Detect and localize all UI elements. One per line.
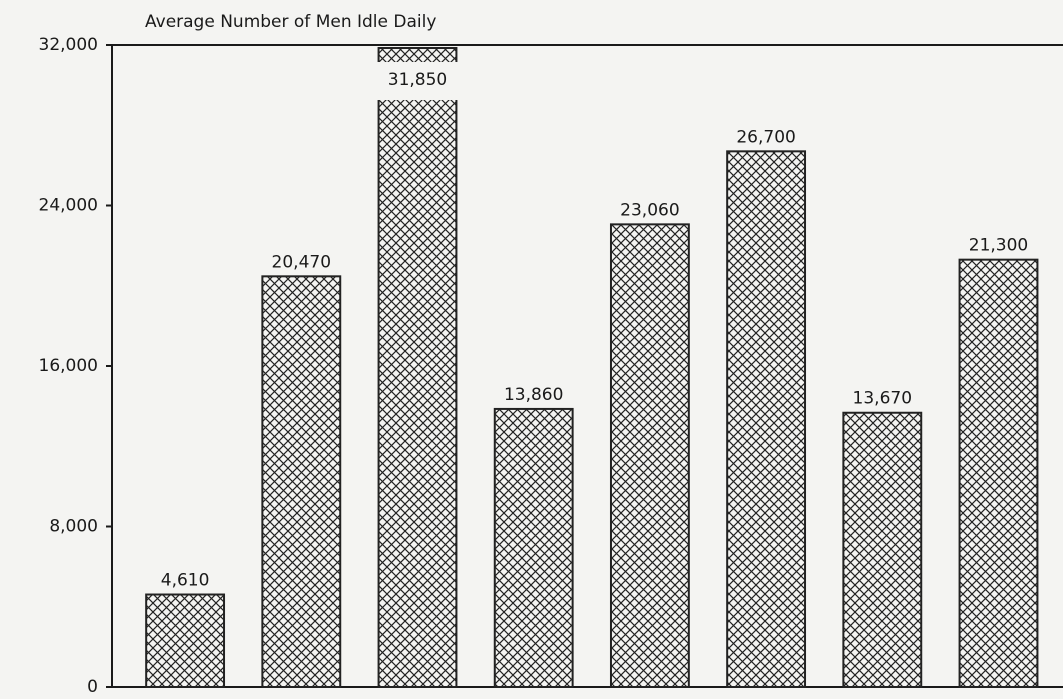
y-tick-label: 32,000 — [39, 35, 98, 55]
bar — [609, 223, 690, 688]
bar — [958, 258, 1039, 688]
y-tick-label: 0 — [87, 677, 98, 697]
value-label: 4,610 — [161, 571, 210, 591]
value-label: 13,670 — [853, 389, 912, 409]
y-tick-label: 8,000 — [49, 517, 98, 537]
value-label: 26,700 — [736, 127, 795, 147]
value-label: 21,300 — [969, 236, 1028, 256]
chart-title: Average Number of Men Idle Daily — [145, 12, 436, 32]
bar — [842, 411, 923, 688]
bar — [726, 150, 807, 689]
y-tick-label: 24,000 — [39, 196, 98, 216]
value-label: 23,060 — [620, 200, 679, 220]
bar — [145, 593, 226, 689]
label-gap — [376, 62, 459, 101]
value-label: 13,860 — [504, 385, 563, 405]
bar — [377, 47, 458, 688]
value-label: 20,470 — [272, 252, 331, 272]
bar — [493, 407, 574, 688]
value-label: 31,850 — [388, 70, 447, 90]
y-tick-label: 16,000 — [39, 356, 98, 376]
bar — [261, 275, 342, 688]
